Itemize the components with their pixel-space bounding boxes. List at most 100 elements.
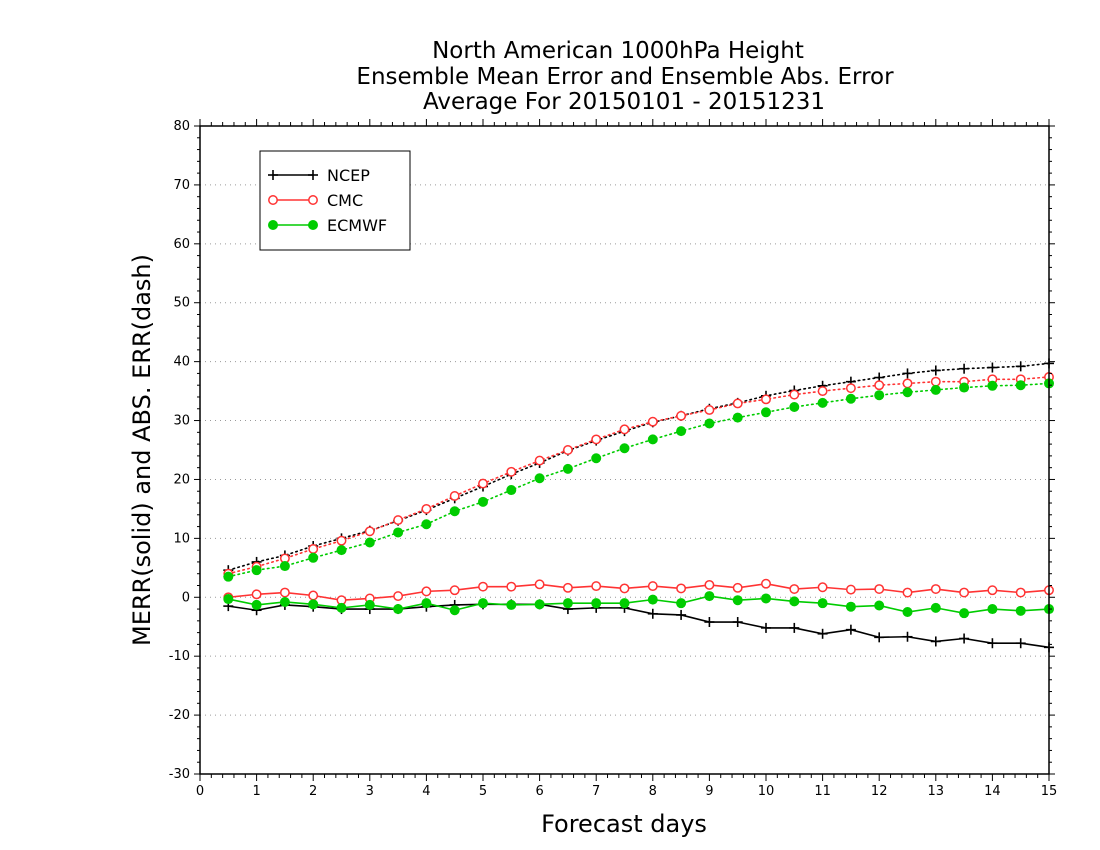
legend-marker: [268, 220, 278, 230]
series-ecmwf-merr-point: [591, 598, 602, 609]
series-ncep-merr-point: [845, 624, 856, 635]
series-cmc-merr-point: [704, 579, 715, 590]
x-tick-label: 11: [814, 784, 831, 799]
x-tick-label: 3: [366, 784, 374, 799]
series-ncep-abs-err-point: [1015, 361, 1026, 372]
series-cmc-abs-err-point: [845, 383, 856, 394]
x-tick-label: 15: [1041, 784, 1058, 799]
series-ecmwf-abs-err-point: [223, 571, 234, 582]
series-ecmwf-abs-err-point: [591, 453, 602, 464]
series-cmc-abs-err-point: [421, 503, 432, 514]
series-ecmwf-merr-point: [251, 599, 262, 610]
series-cmc-abs-err-point: [506, 466, 517, 477]
x-tick-label: 9: [705, 784, 713, 799]
series-ecmwf-merr-point: [506, 599, 517, 610]
series-cmc-merr-point: [478, 581, 488, 592]
series-cmc-merr-point: [845, 584, 856, 595]
series-ecmwf-merr-point: [619, 598, 630, 609]
series-ncep-merr-point: [930, 636, 941, 647]
series-cmc-merr-point: [959, 587, 970, 598]
legend-marker: [308, 195, 318, 205]
series-cmc-merr-point: [421, 586, 432, 597]
x-axis-label: Forecast days: [541, 810, 707, 838]
series-ecmwf-merr-point: [393, 604, 404, 615]
x-tick-label: 10: [758, 784, 775, 799]
series-ecmwf-abs-err-line: [227, 382, 1050, 578]
series-ecmwf-merr-point: [874, 600, 885, 611]
series-ecmwf-merr-point: [959, 608, 970, 619]
series-ecmwf-abs-err-point: [506, 485, 517, 496]
series-cmc-abs-err-point: [676, 410, 687, 421]
x-tick-label: 13: [928, 784, 945, 799]
series-layer: [223, 358, 1054, 653]
series-cmc-abs-err-point: [336, 535, 347, 546]
series-cmc-abs-err-point: [478, 478, 488, 489]
series-cmc-merr-point: [676, 583, 687, 594]
x-tick-label: 1: [252, 784, 260, 799]
series-cmc-merr-point: [449, 585, 460, 596]
series-ecmwf-abs-err-point: [874, 390, 885, 401]
series-ecmwf-abs-err-point: [789, 401, 800, 412]
x-tick-label: 14: [984, 784, 1001, 799]
x-tick-label: 6: [535, 784, 543, 799]
series-ecmwf-merr-point: [308, 599, 319, 610]
y-axis: -30 -20 -10 0 10 20 30 40 50 60 70 80: [169, 119, 1055, 782]
series-ncep-merr-point: [676, 609, 687, 620]
x-tick-label: 5: [479, 784, 487, 799]
series-cmc-merr-point: [591, 581, 602, 592]
y-tick-label: 10: [173, 531, 190, 546]
series-cmc-abs-err-line: [227, 376, 1050, 575]
legend-marker: [308, 170, 318, 180]
series-cmc-abs-err-point: [393, 515, 404, 526]
series-ncep-merr-point: [902, 631, 913, 642]
x-tick-label: 8: [649, 784, 657, 799]
legend-label-ecmwf: ECMWF: [327, 216, 387, 235]
series-ecmwf-abs-err-point: [930, 384, 941, 395]
chart-title-line-2: Ensemble Mean Error and Ensemble Abs. Er…: [356, 64, 894, 90]
series-ncep-abs-err-point: [930, 365, 941, 376]
series-ncep-merr-point: [817, 628, 828, 639]
plot-frame: [199, 125, 1050, 775]
series-ecmwf-abs-err-point: [987, 380, 998, 391]
y-axis-label: MERR(solid) and ABS. ERR(dash): [128, 254, 156, 646]
series-ecmwf-abs-err-point: [251, 565, 262, 576]
series-ncep-merr-point: [761, 622, 771, 633]
series-cmc-abs-err-point: [761, 394, 771, 405]
legend-marker: [308, 220, 318, 230]
series-cmc-merr-point: [393, 591, 404, 602]
series-ecmwf-merr-point: [704, 591, 715, 602]
legend-item-cmc: CMC: [268, 191, 363, 210]
series-ecmwf-abs-err-point: [421, 519, 432, 530]
y-tick-label: 70: [173, 178, 190, 193]
series-cmc-merr-point: [279, 587, 290, 598]
series-ecmwf-merr-point: [223, 594, 234, 605]
series-ecmwf-abs-err-point: [704, 418, 715, 429]
legend-marker: [268, 170, 278, 180]
series-ecmwf-abs-err-point: [562, 463, 573, 474]
series-ecmwf-merr-point: [364, 599, 375, 610]
series-ecmwf-abs-err-point: [1015, 380, 1026, 391]
series-ncep-merr-point: [789, 622, 800, 633]
series-ecmwf-abs-err-point: [619, 443, 630, 454]
series-cmc-merr-point: [308, 590, 319, 601]
y-tick-label: 0: [182, 590, 190, 605]
series-ecmwf-merr-point: [534, 599, 545, 610]
y-tick-label: -20: [169, 708, 190, 723]
y-tick-label: 50: [173, 296, 190, 311]
series-cmc-merr-point: [874, 584, 885, 594]
y-tick-label: 80: [173, 119, 190, 134]
series-ecmwf-merr-point: [732, 595, 743, 606]
y-tick-label: -30: [169, 767, 190, 782]
series-cmc-merr-point: [732, 582, 743, 593]
series-ecmwf-merr-point: [449, 605, 460, 616]
series-cmc-merr-point: [930, 584, 941, 594]
series-ecmwf-merr-point: [478, 598, 488, 609]
series-ncep-merr-point: [959, 633, 970, 644]
series-ecmwf-abs-err-point: [732, 412, 743, 423]
series-ecmwf-abs-err-point: [393, 527, 404, 538]
series-ecmwf-abs-err-point: [336, 545, 347, 556]
series-cmc-abs-err-point: [534, 455, 545, 466]
chart-title-line-3: Average For 20150101 - 20151231: [423, 89, 825, 115]
series-cmc-abs-err-point: [789, 389, 800, 400]
series-cmc-abs-err-point: [930, 376, 941, 387]
